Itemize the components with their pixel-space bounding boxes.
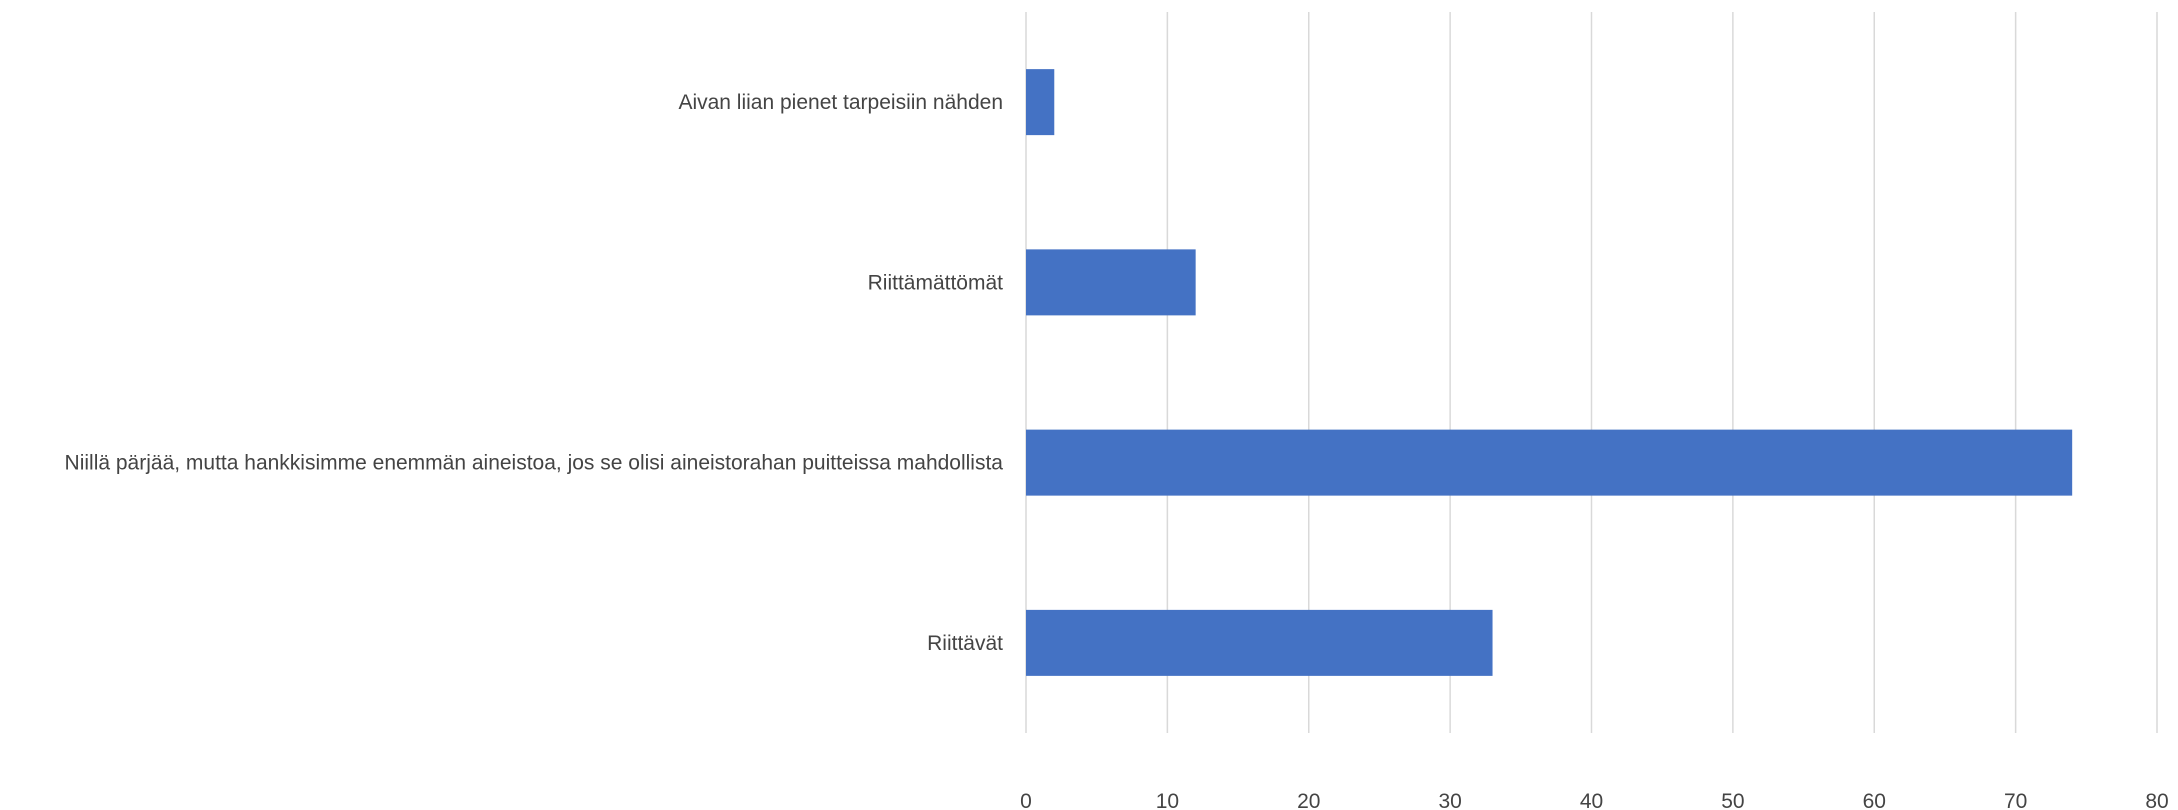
bar-4 — [1026, 609, 1493, 676]
x-tick-label-80: 80 — [2145, 790, 2168, 810]
x-axis-tick-labels: 0 10 20 30 40 50 60 70 80 — [1020, 790, 2169, 810]
category-label-2: Riittämättömät — [868, 271, 1004, 294]
gridlines — [1025, 12, 2158, 733]
x-tick-label-0: 0 — [1020, 790, 1032, 810]
bar-3 — [1026, 429, 2073, 496]
x-tick-label-40: 40 — [1580, 790, 1603, 810]
bar-1 — [1026, 69, 1055, 136]
x-tick-label-60: 60 — [1863, 790, 1886, 810]
bars — [1026, 69, 2073, 676]
x-tick-label-70: 70 — [2004, 790, 2027, 810]
x-tick-label-50: 50 — [1721, 790, 1744, 810]
bar-2 — [1026, 249, 1196, 316]
x-tick-label-10: 10 — [1156, 790, 1179, 810]
category-labels: Aivan liian pienet tarpeisiin nähden Riit… — [65, 91, 1004, 655]
x-tick-label-20: 20 — [1297, 790, 1320, 810]
category-label-1: Aivan liian pienet tarpeisiin nähden — [678, 91, 1003, 114]
x-tick-label-30: 30 — [1438, 790, 1461, 810]
category-label-4: Riittävät — [927, 632, 1003, 655]
category-label-3: Niillä pärjää, mutta hankkisimme enemmän… — [65, 452, 1004, 475]
